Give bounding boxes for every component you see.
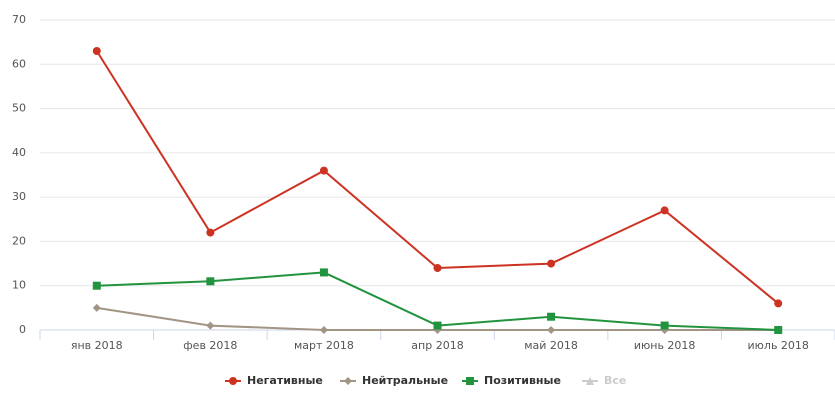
- data-point: [92, 303, 101, 312]
- x-tick-label: июль 2018: [748, 339, 809, 352]
- x-tick-label: май 2018: [524, 339, 578, 352]
- y-tick-label: 0: [19, 323, 26, 336]
- legend-label: Позитивные: [484, 374, 561, 387]
- legend-label: Все: [604, 374, 626, 387]
- data-point: [206, 228, 215, 237]
- y-tick-label: 30: [12, 190, 26, 203]
- series-line: [96, 271, 779, 331]
- y-tick-label: 10: [12, 279, 26, 292]
- data-point: [547, 259, 556, 268]
- legend-marker: [344, 377, 352, 385]
- x-tick-label: июнь 2018: [634, 339, 696, 352]
- data-point: [433, 321, 442, 330]
- data-point: [774, 299, 783, 308]
- data-point: [92, 47, 101, 55]
- legend-label: Негативные: [247, 374, 323, 387]
- y-tick-label: 20: [12, 234, 26, 247]
- y-tick-label: 60: [12, 57, 26, 70]
- data-point: [92, 281, 101, 290]
- x-tick-label: март 2018: [294, 339, 354, 352]
- legend-item[interactable]: Нейтральные: [340, 374, 448, 387]
- data-point: [660, 321, 669, 330]
- data-point: [206, 277, 215, 286]
- legend-marker: [466, 377, 474, 385]
- legend: Негативные Нейтральные Позитивные Все: [225, 374, 626, 387]
- legend-marker: [229, 377, 237, 385]
- x-tick-label: фев 2018: [183, 339, 237, 352]
- x-tick-label: янв 2018: [71, 339, 123, 352]
- y-tick-label: 70: [12, 13, 26, 26]
- legend-item[interactable]: Все: [582, 374, 626, 387]
- x-tick-label: апр 2018: [411, 339, 463, 352]
- legend-item[interactable]: Негативные: [225, 374, 323, 387]
- data-point: [319, 268, 328, 277]
- legend-label: Нейтральные: [362, 374, 448, 387]
- legend-marker: [586, 377, 594, 385]
- legend-item[interactable]: Позитивные: [462, 374, 561, 387]
- data-point: [774, 326, 783, 334]
- data-point: [547, 312, 556, 321]
- data-point: [433, 264, 442, 272]
- y-tick-label: 50: [12, 102, 26, 115]
- data-point: [319, 166, 328, 175]
- y-tick-label: 40: [12, 146, 26, 159]
- data-point: [206, 321, 215, 330]
- data-point: [547, 326, 556, 334]
- data-point: [319, 326, 328, 334]
- data-point: [660, 206, 669, 215]
